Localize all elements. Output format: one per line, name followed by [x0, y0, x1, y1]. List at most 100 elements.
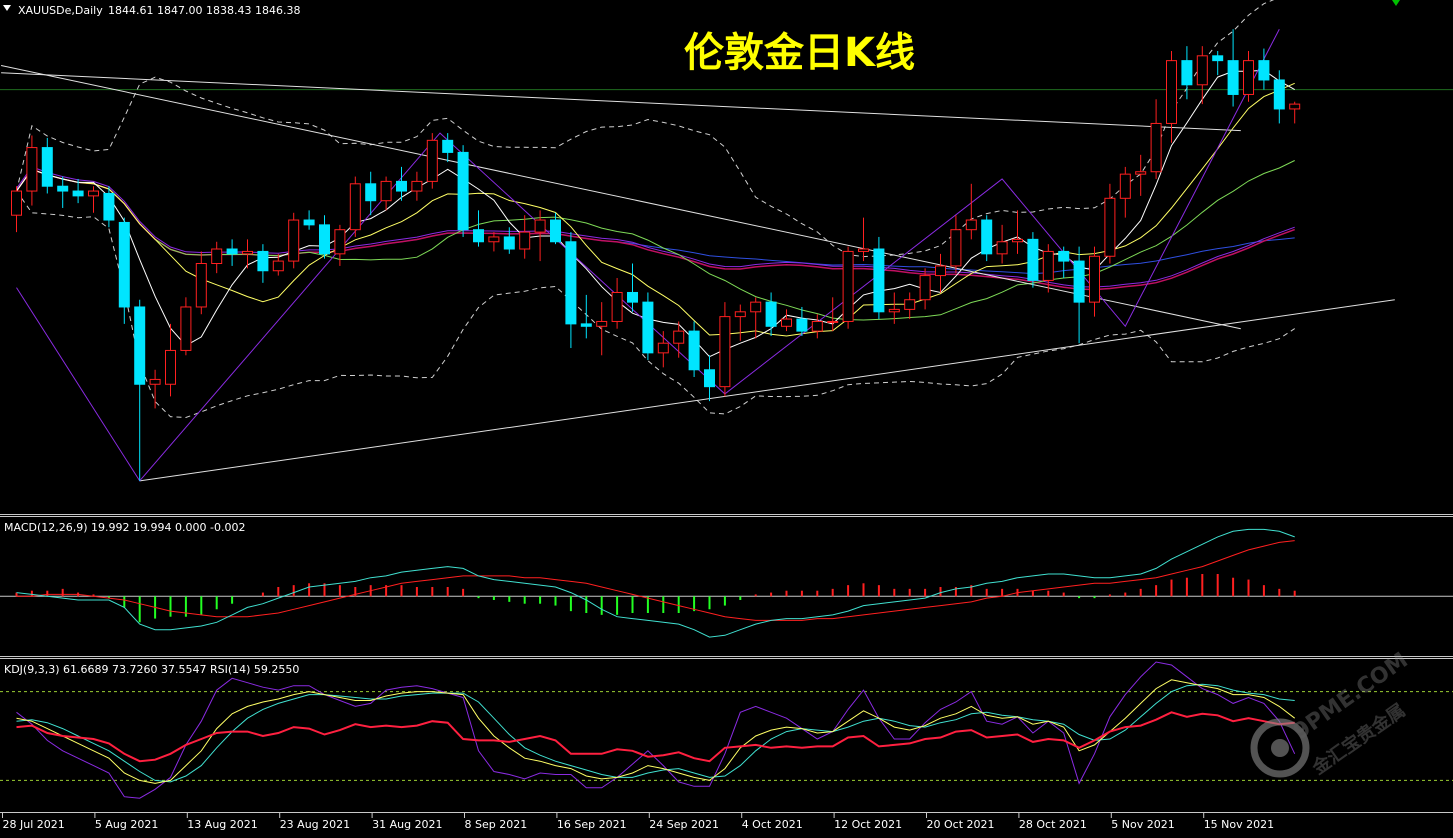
x-tick-label: 28 Jul 2021 [3, 818, 65, 831]
candle-body-bear [1073, 260, 1085, 303]
candle-body-bull [26, 147, 38, 192]
candle-body-bear [303, 219, 315, 226]
candle-body-bear [642, 301, 654, 354]
x-tick-label: 28 Oct 2021 [1019, 818, 1087, 831]
candle-body-bear [396, 180, 407, 192]
candle-body-bull [734, 311, 746, 318]
x-tick-label: 24 Sep 2021 [649, 818, 719, 831]
candle-body-bear [1181, 60, 1193, 86]
x-tick-label: 20 Oct 2021 [927, 818, 995, 831]
candle-body-bear [442, 139, 454, 153]
candle-body-bull [996, 241, 1008, 255]
candle-body-bull [1150, 122, 1162, 173]
candle-body-bear [134, 306, 146, 385]
candle-body-bear [1027, 238, 1039, 281]
candle-body-bull [426, 139, 438, 182]
bollinger-lower-line [16, 190, 1295, 419]
candle-body-bear [1227, 60, 1239, 95]
candle-body-bull [165, 349, 176, 385]
candle-body-bull [842, 250, 854, 322]
candle-body-bull [88, 190, 99, 197]
candle-body-bull [750, 301, 762, 313]
ohlc-readout: 1844.61 1847.00 1838.43 1846.38 [108, 4, 300, 17]
candle-body-bear [981, 219, 993, 255]
watermark-logo-dot-icon [1271, 739, 1289, 757]
candle-body-bear [1273, 79, 1285, 110]
candle-body-bear [1212, 55, 1224, 62]
candle-body-bull [1119, 173, 1131, 199]
candle-body-bull [349, 183, 361, 231]
x-tick-label: 13 Aug 2021 [187, 818, 257, 831]
candle-body-bear [765, 301, 777, 327]
kdj-header: KDJ(9,3,3) 61.6689 73.7260 37.5547 RSI(1… [4, 663, 299, 676]
candle-body-bull [1012, 238, 1023, 243]
macd-header: MACD(12,26,9) 19.992 19.994 0.000 -0.002 [4, 521, 245, 534]
x-tick-label: 4 Oct 2021 [742, 818, 803, 831]
candle-body-bear [72, 190, 84, 197]
candle-body-bull [611, 291, 623, 322]
candle-body-bull [904, 299, 916, 310]
macd-layer [0, 528, 1453, 638]
x-axis: 28 Jul 2021 5 Aug 2021 13 Aug 2021 23 Aug 2… [2, 813, 1274, 831]
kdj-d-line [16, 683, 1295, 783]
candle-body-bull [272, 260, 284, 272]
candle-body-bull [11, 190, 22, 216]
candle-body-bull [519, 231, 531, 250]
candle-body-bull [1135, 171, 1147, 175]
candle-body-bear [688, 330, 700, 371]
trendline-descending [0, 64, 1241, 330]
trendline-ascending [139, 299, 1395, 482]
candle-body-bear [550, 219, 561, 243]
ma20-line [16, 160, 1295, 321]
rsi-line [16, 711, 1295, 763]
x-tick-label: 8 Sep 2021 [465, 818, 528, 831]
candle-body-bear [103, 192, 115, 221]
candle-body-bull [657, 342, 669, 354]
candle-body-bull [288, 219, 300, 262]
x-tick-label: 23 Aug 2021 [280, 818, 350, 831]
candle-body-bear [57, 185, 69, 192]
candle-body-bull [596, 320, 608, 327]
candle-body-bull [1243, 60, 1254, 95]
candle-body-bull [211, 248, 223, 264]
candle-body-bull [1089, 255, 1100, 303]
candle-body-bear [319, 224, 330, 255]
watermark: 9PME.COM 金汇宝贵金属 [1250, 648, 1413, 780]
watermark-logo-icon [1250, 718, 1310, 778]
x-tick-label: 5 Nov 2021 [1111, 818, 1174, 831]
candle-body-bull [380, 180, 392, 202]
candle-body-bear [41, 147, 53, 187]
candle-body-bull [534, 219, 546, 233]
candle-body-bear [473, 229, 484, 243]
candle-body-bull [1289, 103, 1301, 110]
candle-body-bull [965, 219, 977, 231]
candle-body-bull [242, 250, 253, 255]
ma40-line [15, 168, 1295, 291]
x-tick-label: 12 Oct 2021 [834, 818, 902, 831]
kdj-k-line [16, 679, 1296, 784]
candle-body-bull [919, 275, 931, 301]
candle-body-bull [950, 229, 962, 267]
candle-body-bear [565, 241, 577, 325]
chart-title: 伦敦金日K线 [684, 30, 915, 76]
candle-body-bear [457, 151, 469, 231]
candle-body-bear [627, 291, 638, 303]
candle-body-bull [719, 316, 731, 388]
candle-body-bear [503, 236, 515, 250]
candle-body-bear [1058, 250, 1070, 262]
candle-body-bull [858, 248, 869, 252]
trendline-horizontal [1, 72, 1241, 132]
symbol-label: XAUUSDe,Daily [18, 4, 103, 17]
candle-body-bull [149, 378, 161, 385]
bollinger-upper-line [16, 0, 1275, 258]
candle-body-bear [365, 183, 377, 202]
candle-body-bull [1104, 197, 1116, 257]
candle-body-bull [827, 320, 839, 323]
candle-body-bull [811, 320, 823, 332]
down-arrow-icon [1392, 0, 1400, 6]
x-tick-label: 16 Sep 2021 [557, 818, 627, 831]
kdj-layer [0, 661, 1453, 799]
menu-triangle-icon[interactable] [3, 5, 11, 11]
